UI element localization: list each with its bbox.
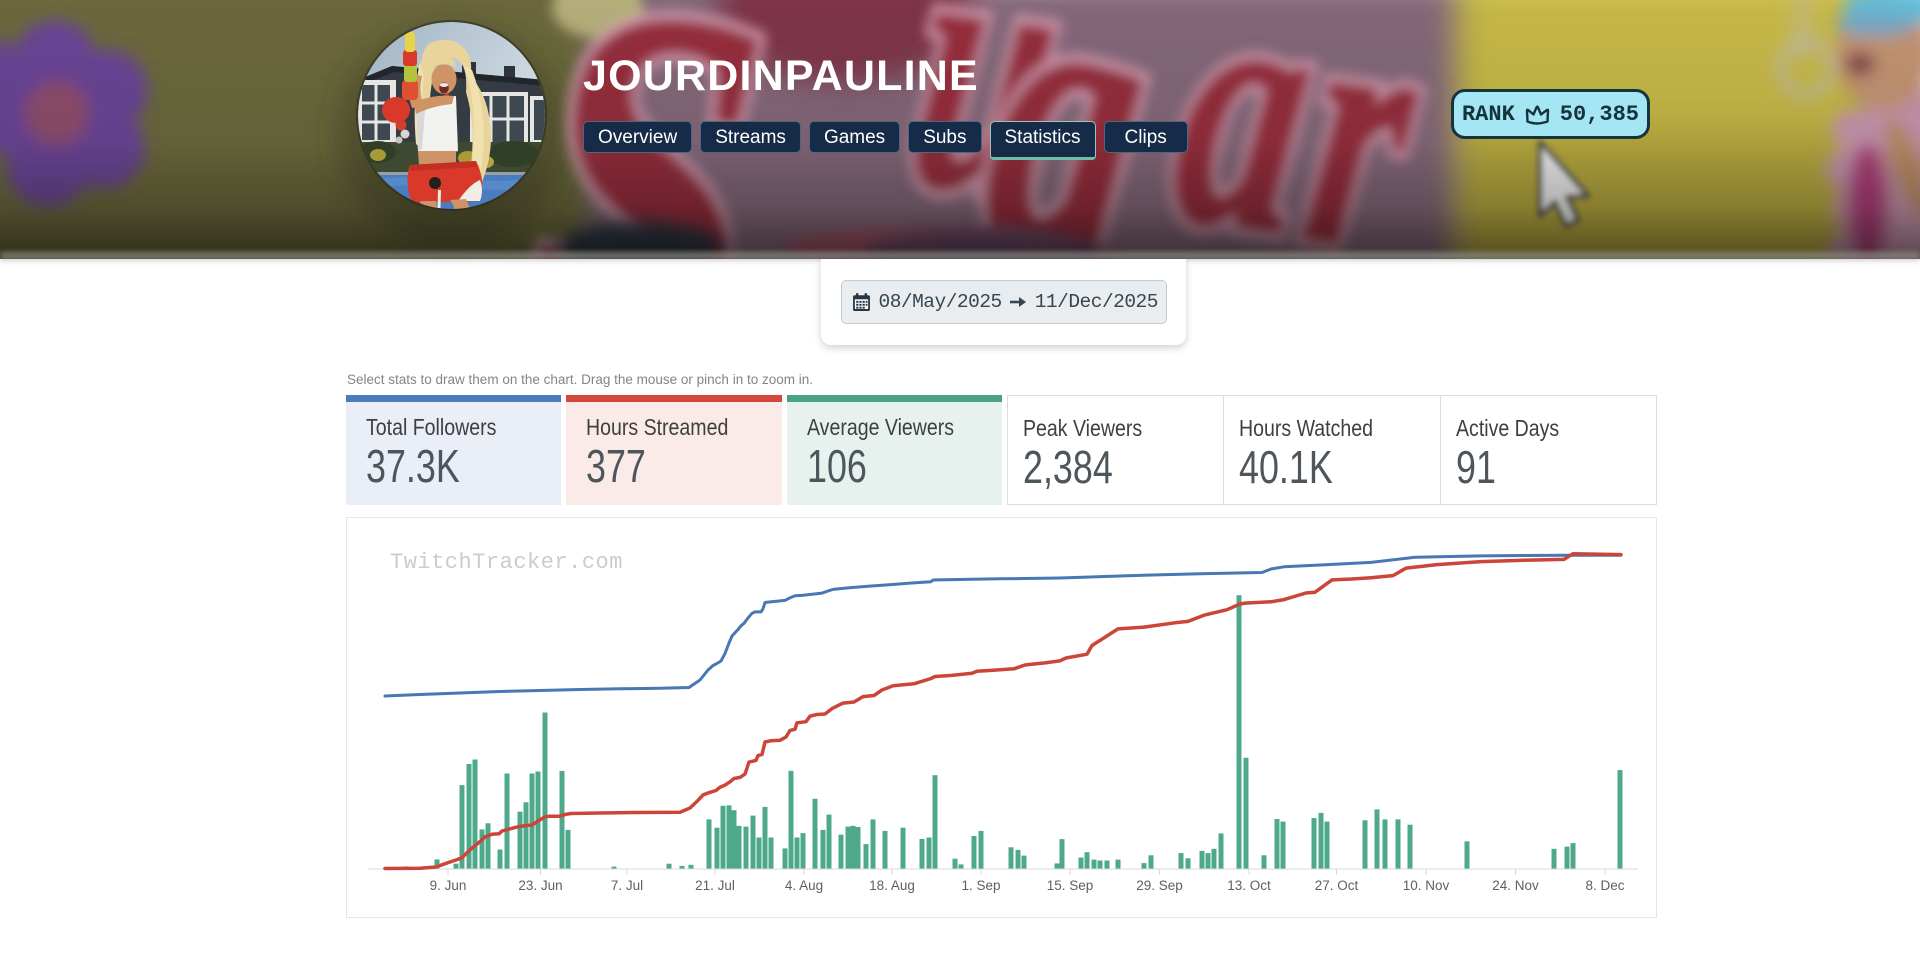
svg-text:TwitchTracker.com: TwitchTracker.com [390, 550, 623, 575]
svg-text:15. Sep: 15. Sep [1047, 878, 1094, 893]
svg-text:9. Jun: 9. Jun [430, 878, 467, 893]
svg-text:4. Aug: 4. Aug [785, 878, 823, 893]
svg-text:10. Nov: 10. Nov [1403, 878, 1450, 893]
svg-text:7. Jul: 7. Jul [611, 878, 643, 893]
svg-text:27. Oct: 27. Oct [1315, 878, 1359, 893]
svg-text:18. Aug: 18. Aug [869, 878, 915, 893]
svg-text:13. Oct: 13. Oct [1227, 878, 1271, 893]
svg-text:24. Nov: 24. Nov [1492, 878, 1539, 893]
svg-text:23. Jun: 23. Jun [518, 878, 562, 893]
svg-text:8. Dec: 8. Dec [1585, 878, 1624, 893]
svg-text:1. Sep: 1. Sep [961, 878, 1000, 893]
svg-text:21. Jul: 21. Jul [695, 878, 735, 893]
svg-text:29. Sep: 29. Sep [1136, 878, 1183, 893]
